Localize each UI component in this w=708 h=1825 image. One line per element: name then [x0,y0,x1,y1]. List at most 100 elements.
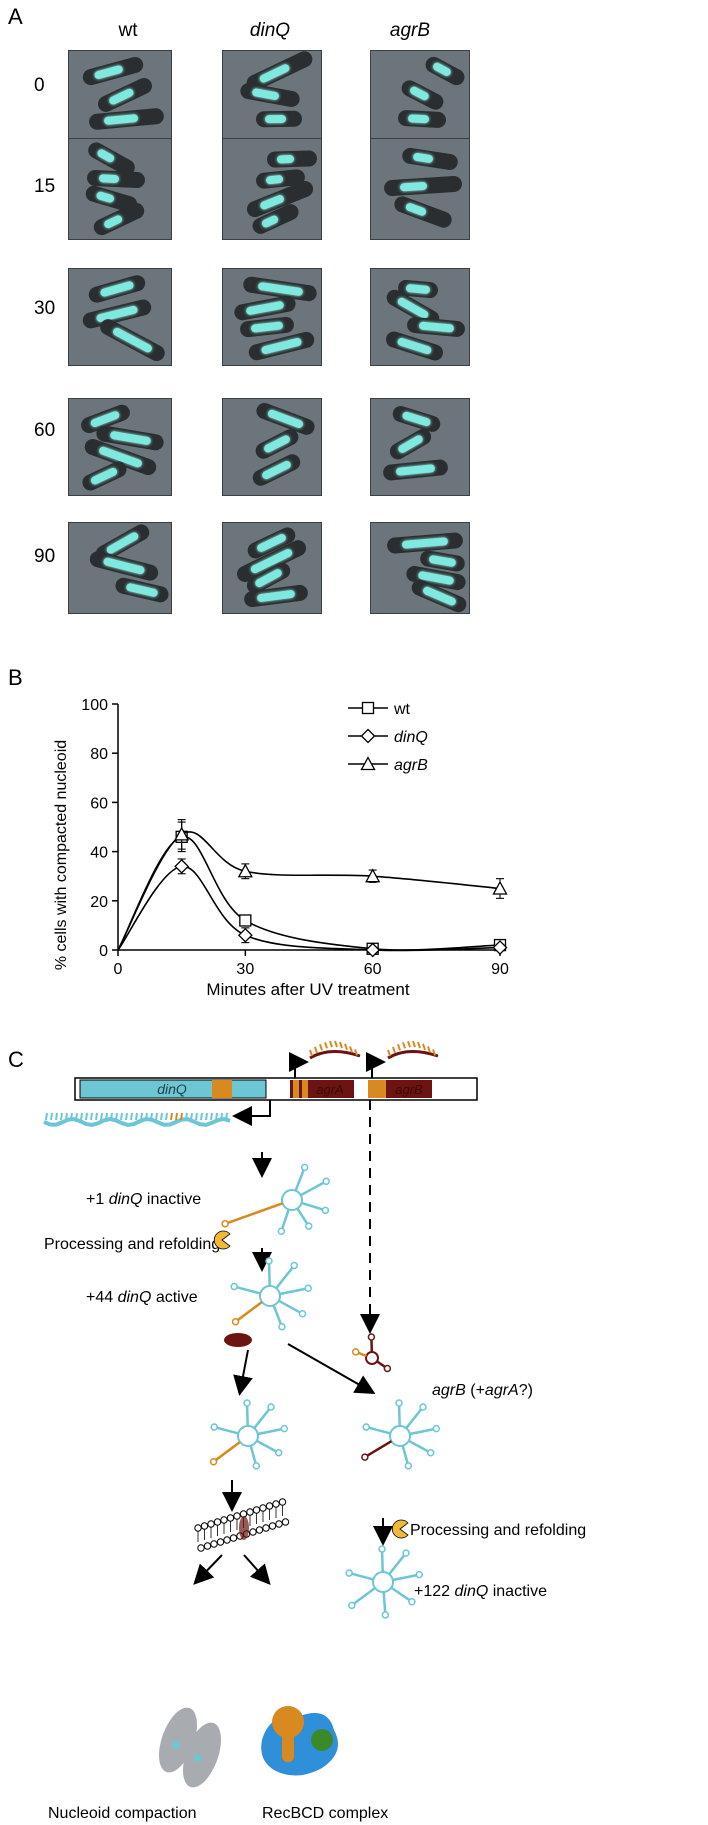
nucleoid [112,326,154,354]
nucleoid [104,530,140,556]
row-label-30: 30 [34,298,56,319]
x-axis-label: Minutes after UV treatment [206,980,409,999]
step-processing-1: Processing and refolding [44,1236,220,1253]
agr-rna-transcripts [309,1040,439,1060]
data-point-agrB [492,880,508,895]
series-line-agrB [117,831,501,951]
micrograph-agrb-15 [370,138,470,240]
bacterial-cell [79,458,129,494]
micrograph-agrb-90 [370,522,470,614]
step-inactive-122: +122 dinQ inactive [414,1583,547,1600]
bacterial-cell [382,458,449,481]
nucleoid [258,62,291,84]
micrograph-wt-90 [68,522,172,614]
nucleoid [108,430,151,446]
legend-marker-wt [361,701,375,715]
data-point-dinQ [365,942,381,958]
nucleoid [255,589,296,602]
micrograph-agrb-0 [370,50,470,144]
nucleoid [405,283,431,295]
legend-marker-agrB [360,756,376,771]
x-tick-label: 0 [114,961,123,978]
nucleoid [267,408,305,430]
legend-label-wt: wt [393,701,411,718]
nucleoid [428,554,457,567]
x-tick-label: 90 [491,961,509,978]
legend-label-agrB: agrB [394,757,428,774]
step-active-44: +44 dinQ active [86,1289,198,1306]
bacterial-cell [391,403,443,435]
data-point-agrB [174,826,190,841]
micrograph-dinq-30 [222,268,322,366]
micrograph-dinq-60 [222,398,322,496]
data-point-dinQ [492,940,508,955]
nucleoid [396,336,433,356]
membrane-bilayer-icon [194,1498,290,1552]
nucleoid-compaction-chart: % cells with compacted nucleoid Minutes … [53,697,509,999]
gene-label-dinq: dinQ [157,1081,187,1097]
dinq-peptide-icon [224,1333,252,1347]
bacterial-cell [399,77,447,113]
bacterial-cell [387,426,435,463]
column-header-wt: wt [118,20,138,41]
nucleoid [405,202,428,218]
nucleoid [261,337,303,355]
bacterial-cell [383,175,463,197]
bacterial-cell [88,107,165,131]
nucleoid [261,459,293,481]
micrograph-dinq-0 [222,50,322,144]
nucleoid [399,181,428,192]
data-point-wt [239,914,252,927]
nucleoid [276,154,295,164]
micrograph-wt-60 [68,398,172,496]
step-agrb: agrB (+agrA?) [432,1382,533,1399]
bacterial-cell [113,575,170,604]
step-inactive-1: +1 dinQ inactive [86,1191,201,1208]
label-recbcd-complex: RecBCD complex [262,1805,388,1822]
legend-marker-dinQ [360,728,376,744]
rna-structure-inactive-1 [221,1163,330,1235]
y-tick-label: 100 [81,697,108,714]
nucleoid [102,557,146,576]
row-label-15: 15 [34,176,56,197]
legend-label-dinQ: dinQ [394,729,428,746]
series-agrB [117,819,508,951]
nucleoid [107,87,135,107]
nucleoid [402,537,449,549]
dinq-transcript [43,1116,231,1128]
data-point-dinQ [237,927,253,943]
nucleoid [262,434,291,455]
nucleoid [260,214,279,229]
gene-label-agra: agrA [316,1082,343,1097]
nucleoid [408,85,431,102]
column-header-agrb: agrB [389,20,431,41]
nucleoid [96,148,116,164]
y-tick-label: 40 [90,845,108,862]
bacterial-cell [256,110,303,128]
row-label-60: 60 [34,420,56,441]
series-wt [117,821,507,955]
micrograph-wt-15 [68,138,172,240]
rna-structure-inactive-122 [345,1545,424,1619]
nucleoid [250,321,285,333]
nucleoid [103,113,139,126]
label-nucleoid-compaction: Nucleoid compaction [48,1805,197,1822]
y-tick-label: 80 [90,746,108,763]
nucleoid [245,300,284,316]
nucleoid [413,152,435,164]
micrograph-agrb-60 [370,398,470,496]
gene-label-agrb: agrB [395,1082,423,1097]
rna-structure-active-44 [230,1257,312,1331]
nucleoid [251,87,280,101]
nucleoid [98,174,119,184]
y-tick-label: 0 [99,943,108,960]
data-point-agrB [237,863,253,878]
nucleoid [94,64,124,80]
micrograph-wt-30 [68,268,172,366]
genome-bar: dinQ agrA agrB [74,1052,478,1126]
row-label-0: 0 [34,75,45,96]
panel-b-letter: B [8,665,23,690]
nucleoid [395,463,436,476]
bacterial-cell [266,150,317,168]
nucleoid [396,434,425,455]
